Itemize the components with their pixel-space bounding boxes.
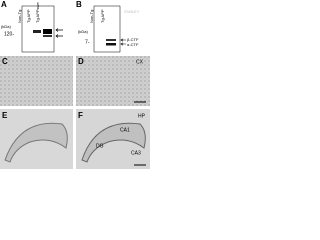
hippocampus [81,122,146,163]
band [106,43,116,46]
band [43,35,52,37]
panel-label: A [1,0,7,9]
panel-a: A Non-Tg Tg APP Tg APPswe (kDa) 120- [1,0,63,53]
lane-label: Tg APP [26,9,31,23]
marker-label: 120- [4,31,14,37]
area-label: CA1 [120,127,130,133]
panel-e: E [0,109,73,169]
area-label: DG [96,143,104,149]
panel-label: F [78,111,83,120]
band [106,39,116,41]
unit-label: (kDa) [1,24,11,29]
hippocampus [4,122,68,163]
micrograph [0,56,73,106]
band-label: α-CTF [127,42,139,47]
figure: A Non-Tg Tg APP Tg APPswe (kDa) 120- B N… [0,0,150,169]
marker-label: 7- [85,39,90,45]
lane-label: Tg APP [100,9,105,23]
panel-label: B [76,0,82,9]
band [33,30,41,33]
band-label: β-CTF [127,37,139,42]
arrow [120,38,126,46]
lane-label: Non-Tg [17,10,22,23]
panel-label: C [2,57,8,66]
panel-label: D [78,57,84,66]
panel-b: B Non-Tg Tg APP (kDa) 7- β-CTF α-CTF ©WI… [76,0,140,53]
arrow [55,28,63,38]
region-label: CX [136,59,144,65]
unit-label: (kDa) [78,29,88,34]
panel-f: F HP CA1 DG CA3 [76,109,150,169]
band [43,29,52,34]
panel-label: E [2,111,8,120]
lane-label: Non-Tg [89,10,94,23]
watermark: ©WILEY [124,9,140,14]
micrograph [76,56,150,106]
panel-d: D CX [76,56,150,106]
panel-c: C [0,56,73,106]
lane-label: Tg APPswe [35,2,40,23]
area-label: CA3 [131,150,141,156]
region-label: HP [138,113,146,119]
